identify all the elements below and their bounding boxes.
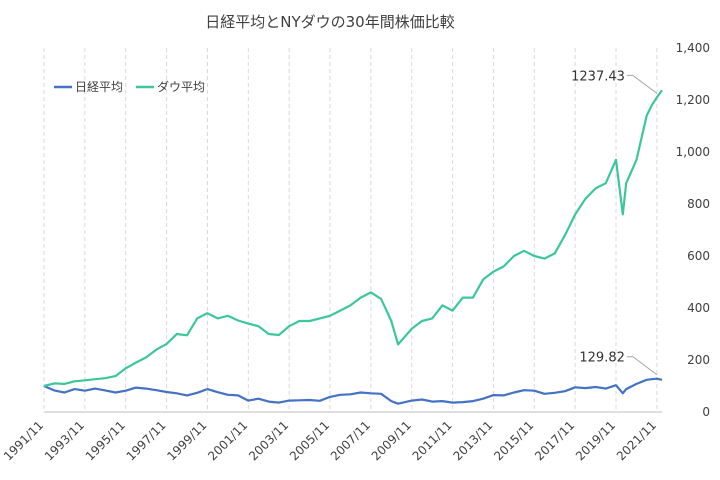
x-axis: 1991/111993/111995/111997/111999/112001/… xyxy=(1,411,662,463)
gridlines xyxy=(43,48,658,412)
chart-title: 日経平均とNYダウの30年間株価比較 xyxy=(205,13,454,31)
data-label-leader xyxy=(626,74,658,94)
legend-item: ダウ平均 xyxy=(136,79,205,94)
series-line-0 xyxy=(43,377,663,405)
y-tick-label: 0 xyxy=(702,405,710,419)
y-tick-label: 1,000 xyxy=(676,145,710,159)
y-tick-label: 1,200 xyxy=(676,93,710,107)
x-tick-label: 1997/11 xyxy=(124,418,169,463)
legend-item: 日経平均 xyxy=(54,80,123,94)
y-tick-label: 400 xyxy=(687,301,710,315)
x-tick-label: 2011/11 xyxy=(410,418,455,463)
data-label: 1237.43 xyxy=(571,69,625,84)
y-axis: 0 200 400 600 800 1,000 1,200 1,400 xyxy=(676,41,710,419)
data-label-leader xyxy=(626,356,658,376)
plot-area xyxy=(43,89,663,405)
x-tick-label: 1991/11 xyxy=(1,418,46,463)
x-tick-label: 1999/11 xyxy=(164,418,209,463)
x-tick-label: 2009/11 xyxy=(369,418,414,463)
y-tick-label: 200 xyxy=(687,353,710,367)
data-label: 129.82 xyxy=(579,351,625,366)
x-tick-label: 2005/11 xyxy=(287,418,332,463)
data-labels: 1237.43 129.82 xyxy=(571,69,658,376)
x-tick-label: 2001/11 xyxy=(205,418,250,463)
x-tick-label: 1995/11 xyxy=(83,418,128,463)
x-tick-label: 2007/11 xyxy=(328,418,373,463)
x-tick-label: 2021/11 xyxy=(614,418,659,463)
legend-label: 日経平均 xyxy=(75,80,123,94)
series-line-1 xyxy=(43,89,663,388)
x-tick-label: 1993/11 xyxy=(42,418,87,463)
x-tick-label: 2003/11 xyxy=(246,418,291,463)
y-tick-label: 1,400 xyxy=(676,41,710,55)
x-tick-label: 2015/11 xyxy=(491,418,536,463)
x-tick-label: 2017/11 xyxy=(532,418,577,463)
x-tick-label: 2013/11 xyxy=(450,418,495,463)
y-tick-label: 800 xyxy=(687,197,710,211)
x-tick-label: 2019/11 xyxy=(573,418,618,463)
legend-label: ダウ平均 xyxy=(157,79,205,94)
legend: 日経平均 ダウ平均 xyxy=(54,79,205,94)
y-tick-label: 600 xyxy=(687,249,710,263)
